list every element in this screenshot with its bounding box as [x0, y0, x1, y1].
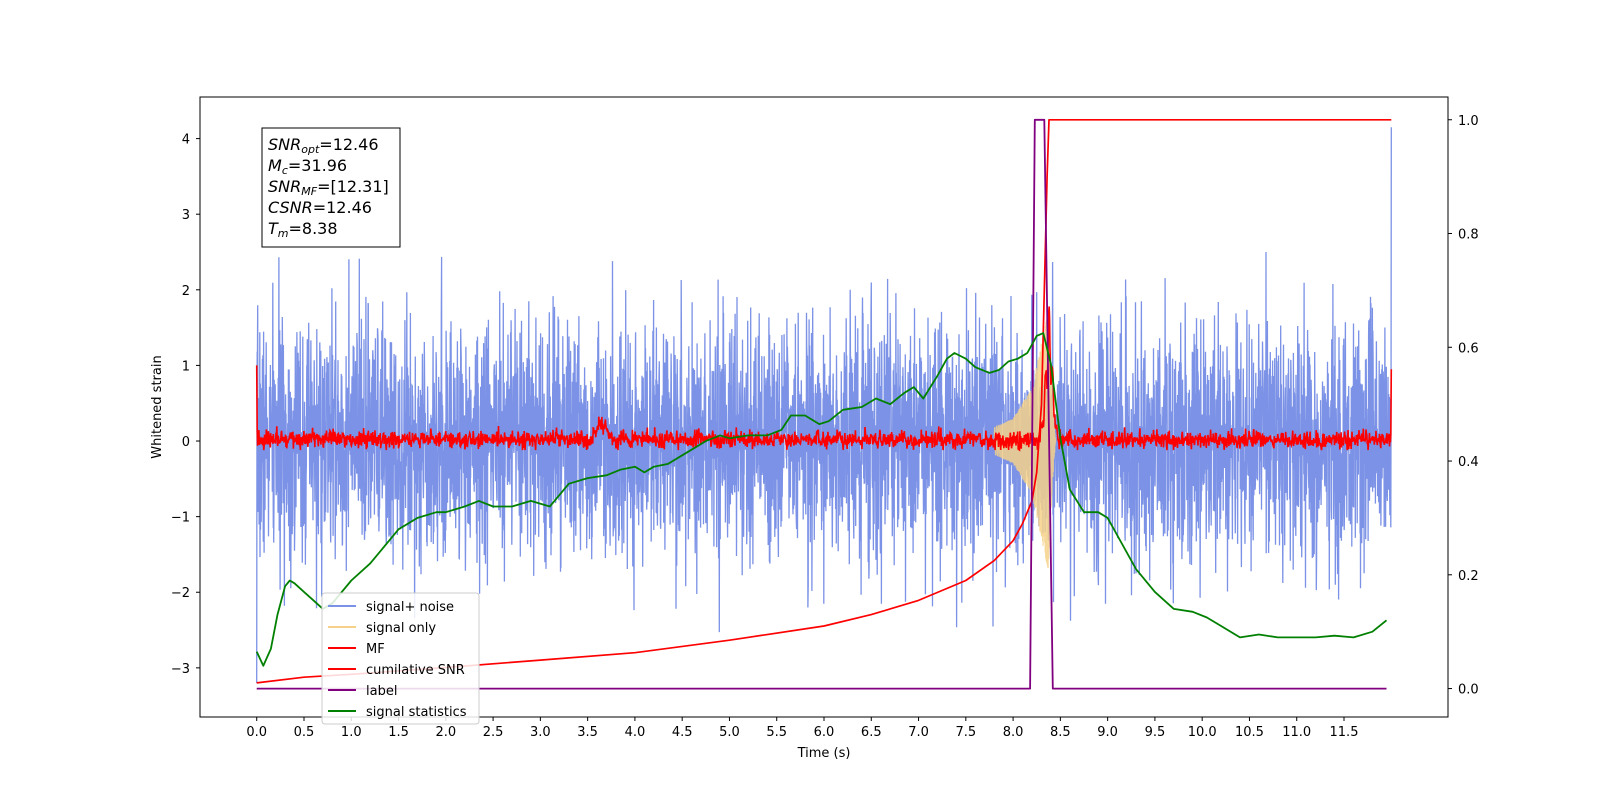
stats-annotation-box: SNRopt=12.46Mc=31.96SNRMF=[12.31]CSNR=12… — [261, 127, 401, 248]
legend-label: MF — [366, 642, 385, 657]
x-tick-label: 2.5 — [483, 725, 504, 740]
annotation-subscript: c — [282, 164, 288, 177]
y-tick-label: 1 — [182, 359, 190, 374]
y-tick-label: −3 — [171, 662, 190, 677]
x-tick-label: 3.5 — [577, 725, 598, 740]
annotation-value: =12.46 — [319, 135, 378, 154]
y-tick-label: −1 — [171, 511, 190, 526]
annotation-symbol: SNR — [268, 135, 301, 154]
legend-label: signal+ noise — [366, 600, 454, 615]
x-tick-label: 11.0 — [1282, 725, 1311, 740]
annotation-subscript: opt — [301, 143, 320, 156]
series-signal-statistics-line — [255, 332, 1388, 667]
x-tick-label: 4.5 — [672, 725, 693, 740]
annotation-subscript: m — [278, 227, 289, 240]
annotation-line: CSNR=12.46 — [268, 198, 372, 217]
x-tick-label: 8.5 — [1050, 725, 1071, 740]
annotation-symbol: T — [268, 219, 279, 238]
y-tick-label: 0 — [182, 435, 190, 450]
x-tick-label: 7.0 — [908, 725, 929, 740]
annotation-value: =8.38 — [289, 219, 338, 238]
annotation-symbol: SNR — [268, 177, 301, 196]
x-tick-label: 8.0 — [1003, 725, 1024, 740]
annotation-frame — [261, 127, 401, 248]
x-tick-label: 6.5 — [861, 725, 882, 740]
x-tick-label: 3.0 — [530, 725, 551, 740]
annotation-line: Mc=31.96 — [268, 156, 347, 177]
x-tick-label: 1.0 — [341, 725, 362, 740]
y-tick-label: 3 — [182, 208, 190, 223]
annotation-symbol: M — [268, 156, 282, 175]
x-tick-label: 2.0 — [435, 725, 456, 740]
x-axis-label: Time (s) — [797, 746, 851, 761]
y2-tick-label: 1.0 — [1458, 114, 1479, 129]
x-tick-label: 0.5 — [294, 725, 315, 740]
y2-tick-label: 0.6 — [1458, 341, 1479, 356]
x-tick-label: 1.5 — [388, 725, 409, 740]
x-tick-label: 10.0 — [1188, 725, 1217, 740]
y2-tick-label: 0.8 — [1458, 228, 1479, 243]
x-tick-label: 9.0 — [1097, 725, 1118, 740]
x-tick-label: 5.0 — [719, 725, 740, 740]
annotation-symbol: CSNR — [268, 198, 313, 217]
annotation-value: =[12.31] — [317, 177, 389, 196]
x-tick-label: 6.0 — [814, 725, 835, 740]
legend-label: cumilative SNR — [366, 663, 465, 678]
series-signal-noise-line — [256, 127, 1392, 684]
y-tick-label: 4 — [182, 133, 190, 148]
legend-frame — [321, 592, 480, 725]
x-tick-label: 9.5 — [1145, 725, 1166, 740]
y2-tick-label: 0.2 — [1458, 569, 1479, 584]
x-tick-label: 10.5 — [1235, 725, 1264, 740]
x-tick-label: 11.5 — [1330, 725, 1359, 740]
y2-tick-label: 0.0 — [1458, 683, 1479, 698]
y-tick-label: −2 — [171, 586, 190, 601]
legend: signal+ noise signal only MF cumilative SNR… — [321, 592, 480, 725]
annotation-value: =31.96 — [288, 156, 347, 175]
x-tick-label: 4.0 — [625, 725, 646, 740]
y-tick-label: 2 — [182, 284, 190, 299]
legend-label: signal statistics — [366, 705, 467, 720]
x-tick-label: 0.0 — [246, 725, 267, 740]
axes-layer: 0.0 0.5 1.0 1.5 2.0 2.5 3.0 3.5 4.0 4.5 5.0 5.5 6.0 6… — [171, 114, 1479, 740]
annotation-line: SNRMF=[12.31] — [268, 177, 389, 198]
x-tick-label: 7.5 — [955, 725, 976, 740]
series-label-line — [256, 118, 1387, 690]
y-axis-label: Whitened strain — [150, 355, 165, 458]
series-mf-line — [255, 306, 1393, 452]
legend-label: label — [366, 684, 397, 699]
annotation-value: =12.46 — [313, 198, 372, 217]
annotation-line: Tm=8.38 — [268, 219, 338, 240]
y2-tick-label: 0.4 — [1458, 455, 1479, 470]
annotation-subscript: MF — [301, 185, 317, 198]
annotation-line: SNRopt=12.46 — [268, 135, 379, 156]
x-tick-label: 5.5 — [766, 725, 787, 740]
legend-label: signal only — [366, 621, 436, 636]
